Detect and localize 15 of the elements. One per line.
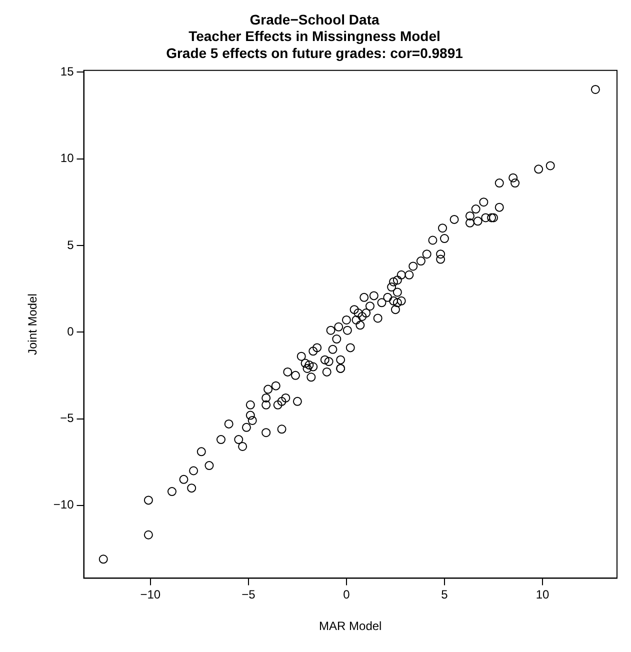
x-tick-label: −10 [140,588,161,602]
y-tick-label: 0 [67,324,74,338]
chart-title: Grade−School Data [250,11,380,28]
x-tick-label: 10 [536,588,550,602]
chart-subtitle: Teacher Effects in Missingness Model Grade 5 effects on future grades: cor=0.9891 [166,28,464,61]
x-tick-label: 5 [441,588,448,602]
y-tick-label: −5 [60,411,74,426]
y-tick-label: −10 [53,498,74,512]
x-axis-title: MAR Model [319,619,382,634]
y-tick-label: 15 [60,64,74,78]
y-axis-title: Joint Model [26,294,40,355]
x-tick-label: −5 [242,588,256,602]
y-tick-label: 5 [67,238,74,252]
x-tick-label: 0 [343,588,350,602]
y-tick-label: 10 [60,151,74,166]
